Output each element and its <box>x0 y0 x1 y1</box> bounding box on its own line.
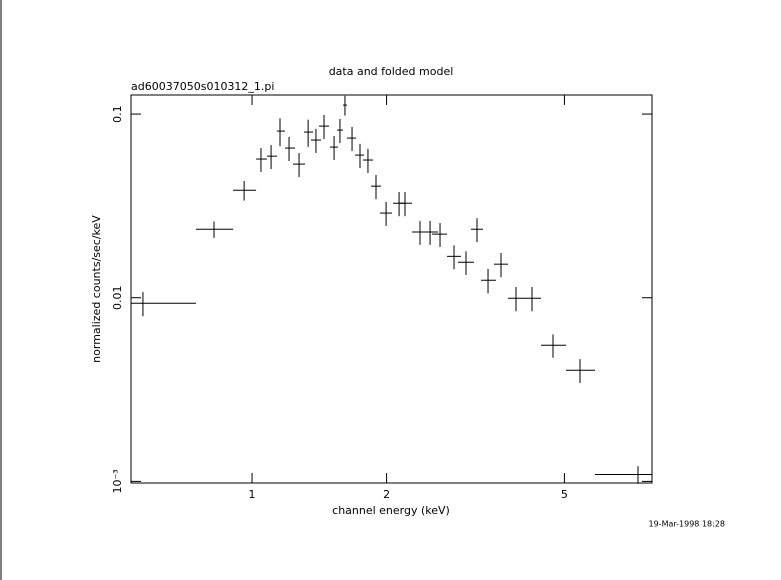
x-tick-label: 1 <box>249 488 256 501</box>
x-axis-label: channel energy (keV) <box>332 504 450 517</box>
chart-subtitle: ad60037050s010312_1.pi <box>131 80 274 93</box>
y-tick-label: 10⁻³ <box>111 469 124 493</box>
x-tick-label: 2 <box>383 488 390 501</box>
x-tick-label: 5 <box>561 488 568 501</box>
plot-frame <box>130 94 653 484</box>
chart-title: data and folded model <box>329 65 454 78</box>
timestamp: 19-Mar-1998 18:28 <box>649 520 726 529</box>
y-tick-label: 0.1 <box>111 105 124 123</box>
y-tick-label: 0.01 <box>111 285 124 310</box>
y-axis-label: normalized counts/sec/keV <box>90 215 103 363</box>
